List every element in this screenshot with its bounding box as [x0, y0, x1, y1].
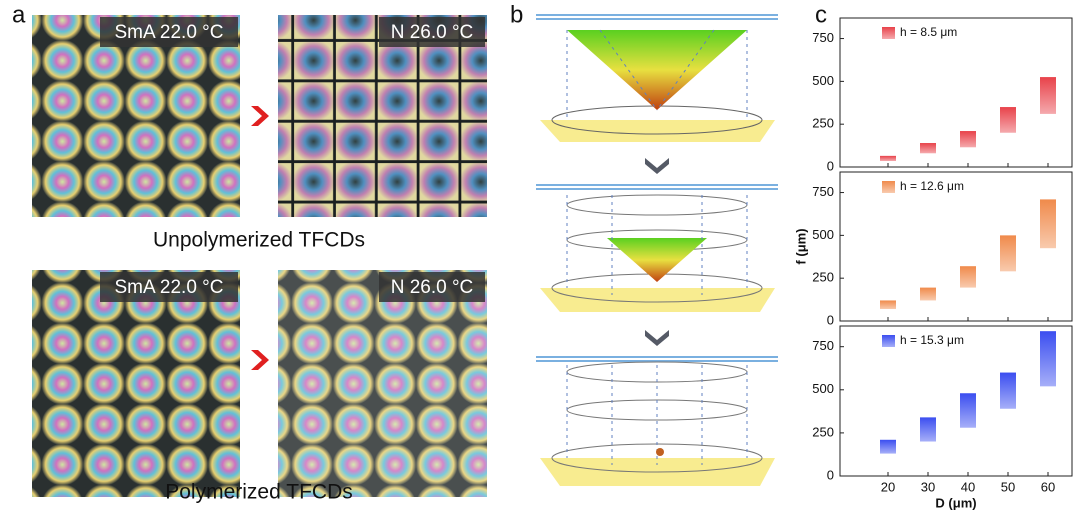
y-tick-label: 750 [812, 338, 834, 353]
image-label: N 26.0 °C [391, 277, 474, 298]
y-tick-label: 500 [812, 227, 834, 242]
range-bar [920, 143, 936, 154]
panel-label: a [12, 1, 26, 28]
micrograph [278, 15, 487, 217]
y-tick-label: 250 [812, 270, 834, 285]
plot-frame [839, 171, 1073, 322]
panel-label: b [510, 1, 523, 28]
y-tick-label: 500 [812, 381, 834, 396]
caption: Polymerized TFCDs [165, 481, 352, 504]
arrow [251, 350, 269, 370]
range-bar [960, 266, 976, 288]
range-bar [1040, 331, 1056, 387]
label-box [100, 272, 238, 302]
x-tick-label: 30 [921, 479, 935, 494]
y-tick-label: 250 [812, 116, 834, 131]
range-bar [960, 393, 976, 428]
caption: Unpolymerized TFCDs [153, 229, 365, 252]
range-bar [1040, 77, 1056, 114]
x-tick-label: 20 [881, 479, 895, 494]
range-bar [960, 131, 976, 148]
image-label: SmA 22.0 °C [115, 22, 224, 43]
label-box [379, 17, 485, 47]
image-label: SmA 22.0 °C [115, 277, 224, 298]
range-bar [920, 417, 936, 442]
legend-swatch [882, 181, 895, 193]
legend-label: h = 15.3 μm [900, 333, 964, 347]
x-tick-label: 50 [1001, 479, 1015, 494]
y-axis-label: f (μm) [793, 228, 808, 264]
plot-frame [839, 325, 1073, 477]
range-bar [1000, 372, 1016, 409]
legend-swatch [882, 335, 895, 347]
y-tick-label: 750 [812, 184, 834, 199]
image-label: N 26.0 °C [391, 22, 474, 43]
legend-label: h = 8.5 μm [900, 25, 957, 39]
range-bar [920, 287, 936, 301]
y-tick-label: 0 [827, 312, 834, 327]
legend-label: h = 12.6 μm [900, 179, 964, 193]
panel-label: c [815, 1, 827, 28]
legend-swatch [882, 27, 895, 39]
schematic [536, 14, 778, 486]
range-bar [1040, 199, 1056, 249]
y-tick-label: 750 [812, 30, 834, 45]
x-tick-label: 60 [1041, 479, 1055, 494]
range-bar [880, 300, 896, 310]
range-bar [1000, 107, 1016, 133]
x-axis-label: D (μm) [935, 495, 976, 510]
label-box [100, 17, 238, 47]
range-bar [880, 155, 896, 162]
y-tick-label: 500 [812, 73, 834, 88]
range-bar [880, 439, 896, 454]
label-box [379, 272, 485, 302]
micrograph [278, 270, 487, 497]
y-tick-label: 0 [827, 467, 834, 482]
y-tick-label: 0 [827, 158, 834, 173]
micrograph [32, 270, 240, 497]
y-tick-label: 250 [812, 424, 834, 439]
arrow [251, 106, 269, 126]
x-tick-label: 40 [961, 479, 975, 494]
plot-frame [839, 17, 1073, 168]
micrograph [32, 15, 240, 217]
range-bar [1000, 235, 1016, 272]
